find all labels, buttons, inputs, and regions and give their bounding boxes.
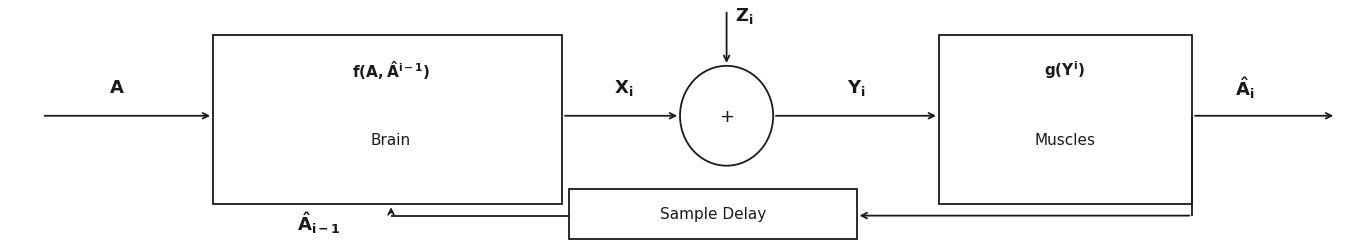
Text: $\mathbf{Z_i}$: $\mathbf{Z_i}$: [735, 6, 754, 25]
Text: Muscles: Muscles: [1034, 132, 1095, 148]
Text: Sample Delay: Sample Delay: [659, 206, 766, 221]
Bar: [213, 36, 562, 204]
Text: $\mathbf{X_i}$: $\mathbf{X_i}$: [614, 78, 633, 98]
Text: Brain: Brain: [372, 132, 411, 148]
Text: $\mathbf{\hat{A}_{i-1}}$: $\mathbf{\hat{A}_{i-1}}$: [296, 209, 340, 235]
Text: $\mathbf{g(Y^i)}$: $\mathbf{g(Y^i)}$: [1045, 60, 1086, 81]
Bar: [939, 36, 1193, 204]
Bar: [569, 190, 857, 239]
Ellipse shape: [680, 66, 773, 166]
Text: $\mathbf{f(A,\hat{A}^{i-1})}$: $\mathbf{f(A,\hat{A}^{i-1})}$: [352, 59, 430, 82]
Text: $\mathbf{\hat{A}_i}$: $\mathbf{\hat{A}_i}$: [1235, 75, 1254, 100]
Text: $+$: $+$: [718, 107, 733, 125]
Text: $\mathbf{A}$: $\mathbf{A}$: [110, 79, 125, 97]
Text: $\mathbf{Y_i}$: $\mathbf{Y_i}$: [847, 78, 866, 98]
